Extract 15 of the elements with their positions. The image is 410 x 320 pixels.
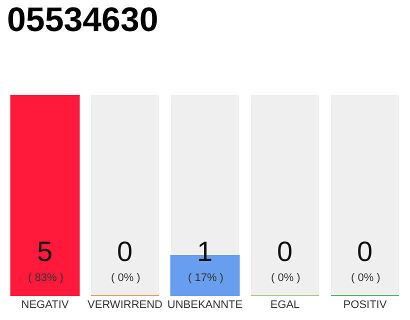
x-tick-label: VERWIRREND <box>88 299 163 311</box>
annotation: ( 0% ) <box>351 272 380 284</box>
chart-title: 05534630 <box>7 1 158 39</box>
data-label: 0 <box>277 236 293 267</box>
annotation: ( 83% ) <box>28 272 64 284</box>
x-tick-label: UNBEKANNTE <box>167 299 243 311</box>
x-tick-label: POSITIV <box>343 299 388 311</box>
annotation: ( 0% ) <box>271 272 300 284</box>
annotation: ( 0% ) <box>111 272 140 284</box>
x-tick-label: NEGATIV <box>21 299 70 311</box>
data-label: 0 <box>357 236 373 267</box>
annotation: ( 17% ) <box>188 272 224 284</box>
data-label: 5 <box>37 236 53 267</box>
x-tick-label: EGAL <box>270 299 300 311</box>
data-label: 0 <box>117 236 133 267</box>
